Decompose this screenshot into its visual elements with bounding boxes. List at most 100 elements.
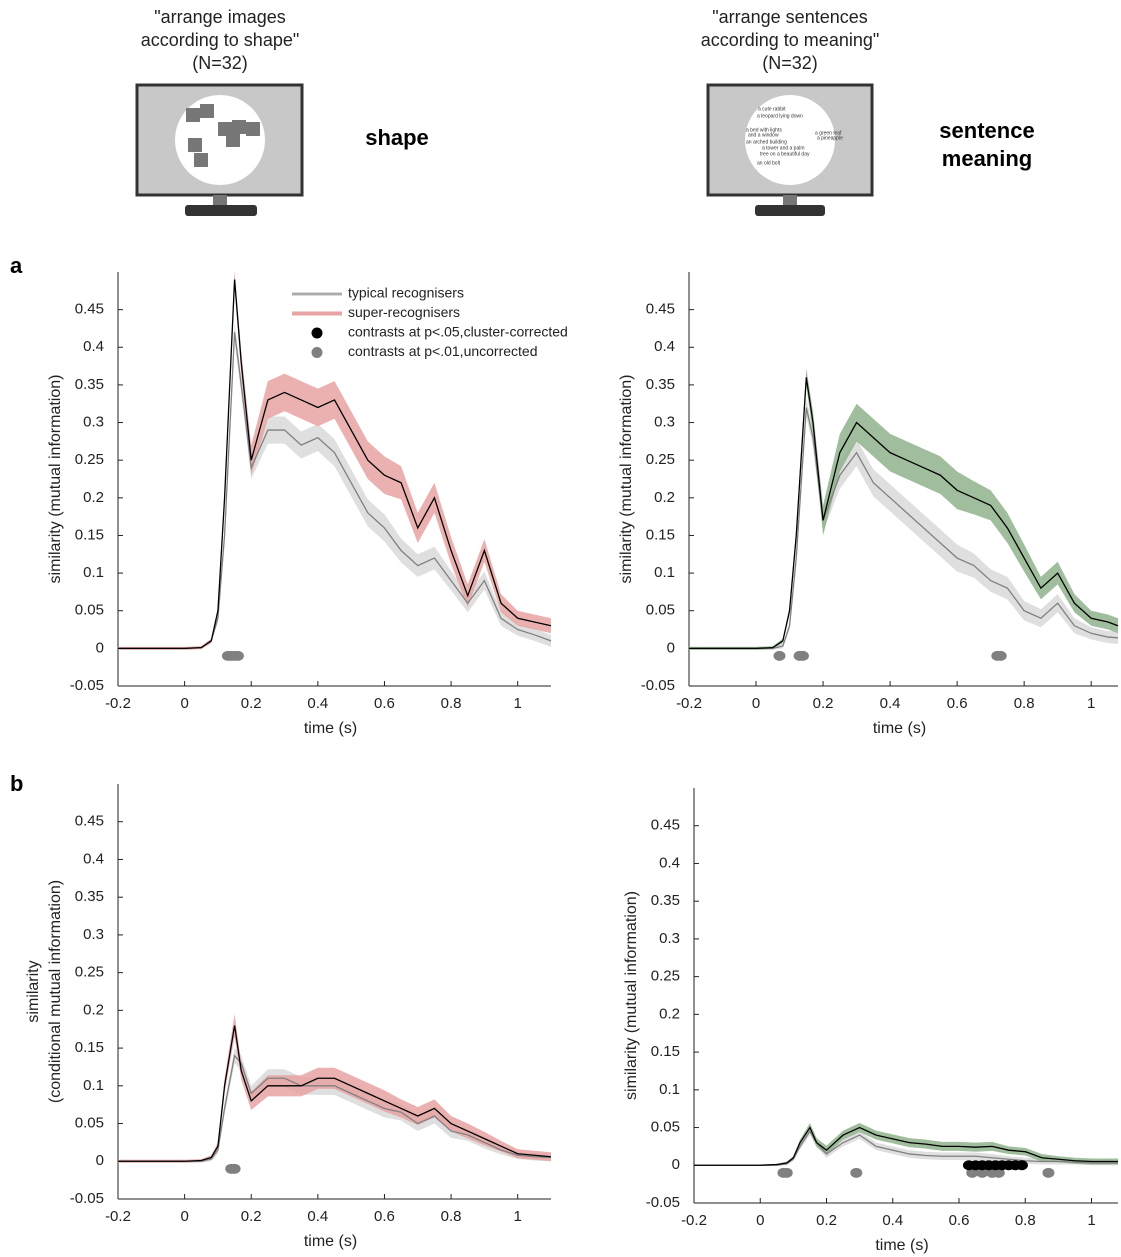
y-tick-label: -0.05 <box>70 677 104 694</box>
legend-label: contrasts at p<.01,uncorrected <box>348 343 538 359</box>
screen-text: a bed with lights <box>746 127 782 133</box>
error-band <box>118 323 551 650</box>
x-tick-label: 1 <box>514 695 522 712</box>
screen-text: and a window <box>748 132 779 138</box>
screen-text: a pineapple <box>817 135 843 141</box>
y-tick-label: 0.2 <box>654 489 675 506</box>
y-axis-label: (conditional mutual information) <box>47 880 64 1103</box>
y-tick-label: 0.1 <box>83 564 104 581</box>
x-tick-label: 0.2 <box>816 1212 837 1229</box>
y-tick-label: 0.05 <box>651 1119 680 1136</box>
y-tick-label: 0.45 <box>646 301 675 318</box>
caption: "arrange images <box>154 7 285 27</box>
y-tick-label: 0.45 <box>75 813 104 830</box>
x-tick-label: 0.6 <box>374 1208 395 1225</box>
y-tick-label: 0.35 <box>75 376 104 393</box>
y-tick-label: 0.25 <box>651 968 680 985</box>
significance-marker <box>1015 1160 1028 1171</box>
caption: (N=32) <box>192 53 248 73</box>
y-tick-label: 0.1 <box>654 564 675 581</box>
y-tick-label: 0.15 <box>75 526 104 543</box>
legend-swatch <box>311 327 323 339</box>
x-tick-label: 1 <box>514 1208 522 1225</box>
x-tick-label: 0.6 <box>374 695 395 712</box>
significance-marker <box>966 1167 979 1178</box>
series-line <box>118 332 552 650</box>
x-tick-label: -0.2 <box>676 695 702 712</box>
y-tick-label: 0.2 <box>83 489 104 506</box>
x-tick-label: 0 <box>752 695 760 712</box>
significance-marker <box>228 1163 241 1174</box>
y-tick-label: 0 <box>96 639 104 656</box>
screen-text: an arched building <box>746 139 787 145</box>
x-tick-label: 0.4 <box>307 695 328 712</box>
screen-text: a green leaf <box>815 130 842 136</box>
condition-label: meaning <box>942 146 1032 171</box>
x-tick-label: 1 <box>1087 695 1095 712</box>
y-tick-label: 0.15 <box>651 1043 680 1060</box>
y-tick-label: 0.3 <box>654 414 675 431</box>
series-line <box>118 1054 552 1162</box>
significance-marker <box>992 1167 1005 1178</box>
significance-marker <box>976 1167 989 1178</box>
x-tick-label: 0.4 <box>307 1208 328 1225</box>
series-line <box>118 279 552 650</box>
x-tick-label: 0 <box>756 1212 764 1229</box>
error-band <box>694 1123 1118 1167</box>
y-tick-label: 0.35 <box>651 892 680 909</box>
significance-marker <box>1042 1167 1055 1178</box>
y-tick-label: 0.05 <box>75 1115 104 1132</box>
y-axis-label: similarity (mutual information) <box>623 891 640 1100</box>
y-tick-label: 0.3 <box>83 926 104 943</box>
y-tick-label: 0.45 <box>651 817 680 834</box>
series-line <box>118 1025 552 1162</box>
y-tick-label: -0.05 <box>646 1194 680 1211</box>
significance-marker <box>780 1167 793 1178</box>
legend-label: typical recognisers <box>348 285 464 301</box>
caption: according to shape" <box>141 30 300 50</box>
condition-label: sentence <box>939 118 1034 143</box>
y-axis-label: similarity <box>25 960 42 1022</box>
screen-text: a cute rabbit <box>758 106 786 112</box>
monitor-illustration <box>135 83 304 216</box>
legend-label: contrasts at p<.05,cluster-corrected <box>348 324 568 340</box>
plot-area <box>118 270 552 661</box>
x-tick-label: -0.2 <box>105 1208 131 1225</box>
y-tick-label: 0.15 <box>75 1039 104 1056</box>
panel-label: b <box>10 771 23 796</box>
y-tick-label: 0.25 <box>75 451 104 468</box>
error-band <box>118 1014 551 1163</box>
x-tick-label: 0.8 <box>1015 1212 1036 1229</box>
y-axis-label: similarity (mutual information) <box>618 375 635 584</box>
significance-marker <box>994 650 1007 661</box>
x-tick-label: 0.8 <box>441 1208 462 1225</box>
screen-text: tree on a beautiful day <box>760 151 810 157</box>
y-tick-label: 0 <box>96 1152 104 1169</box>
series-line <box>694 1126 1118 1166</box>
significance-marker <box>850 1167 863 1178</box>
y-tick-label: 0.2 <box>83 1001 104 1018</box>
x-tick-label: -0.2 <box>105 695 131 712</box>
plot-area <box>118 1014 552 1174</box>
y-tick-label: 0.15 <box>646 526 675 543</box>
condition-label: shape <box>365 125 429 150</box>
x-tick-label: 0.2 <box>813 695 834 712</box>
x-tick-label: 0 <box>180 1208 188 1225</box>
screen-text: a tower and a palm <box>762 145 805 151</box>
series-line <box>689 377 1119 650</box>
y-tick-label: 0.25 <box>646 451 675 468</box>
error-band <box>118 270 551 650</box>
y-tick-label: 0.4 <box>659 854 680 871</box>
caption: "arrange sentences <box>712 7 868 27</box>
series-line <box>694 1130 1118 1166</box>
x-tick-label: 0.2 <box>241 1208 262 1225</box>
series-line <box>689 407 1119 650</box>
y-tick-label: -0.05 <box>70 1190 104 1207</box>
x-axis-label: time (s) <box>304 1233 357 1250</box>
x-tick-label: 0.2 <box>241 695 262 712</box>
y-tick-label: 0.05 <box>75 602 104 619</box>
y-tick-label: 0.1 <box>83 1077 104 1094</box>
y-tick-label: 0.35 <box>646 376 675 393</box>
x-tick-label: 0.4 <box>880 695 901 712</box>
